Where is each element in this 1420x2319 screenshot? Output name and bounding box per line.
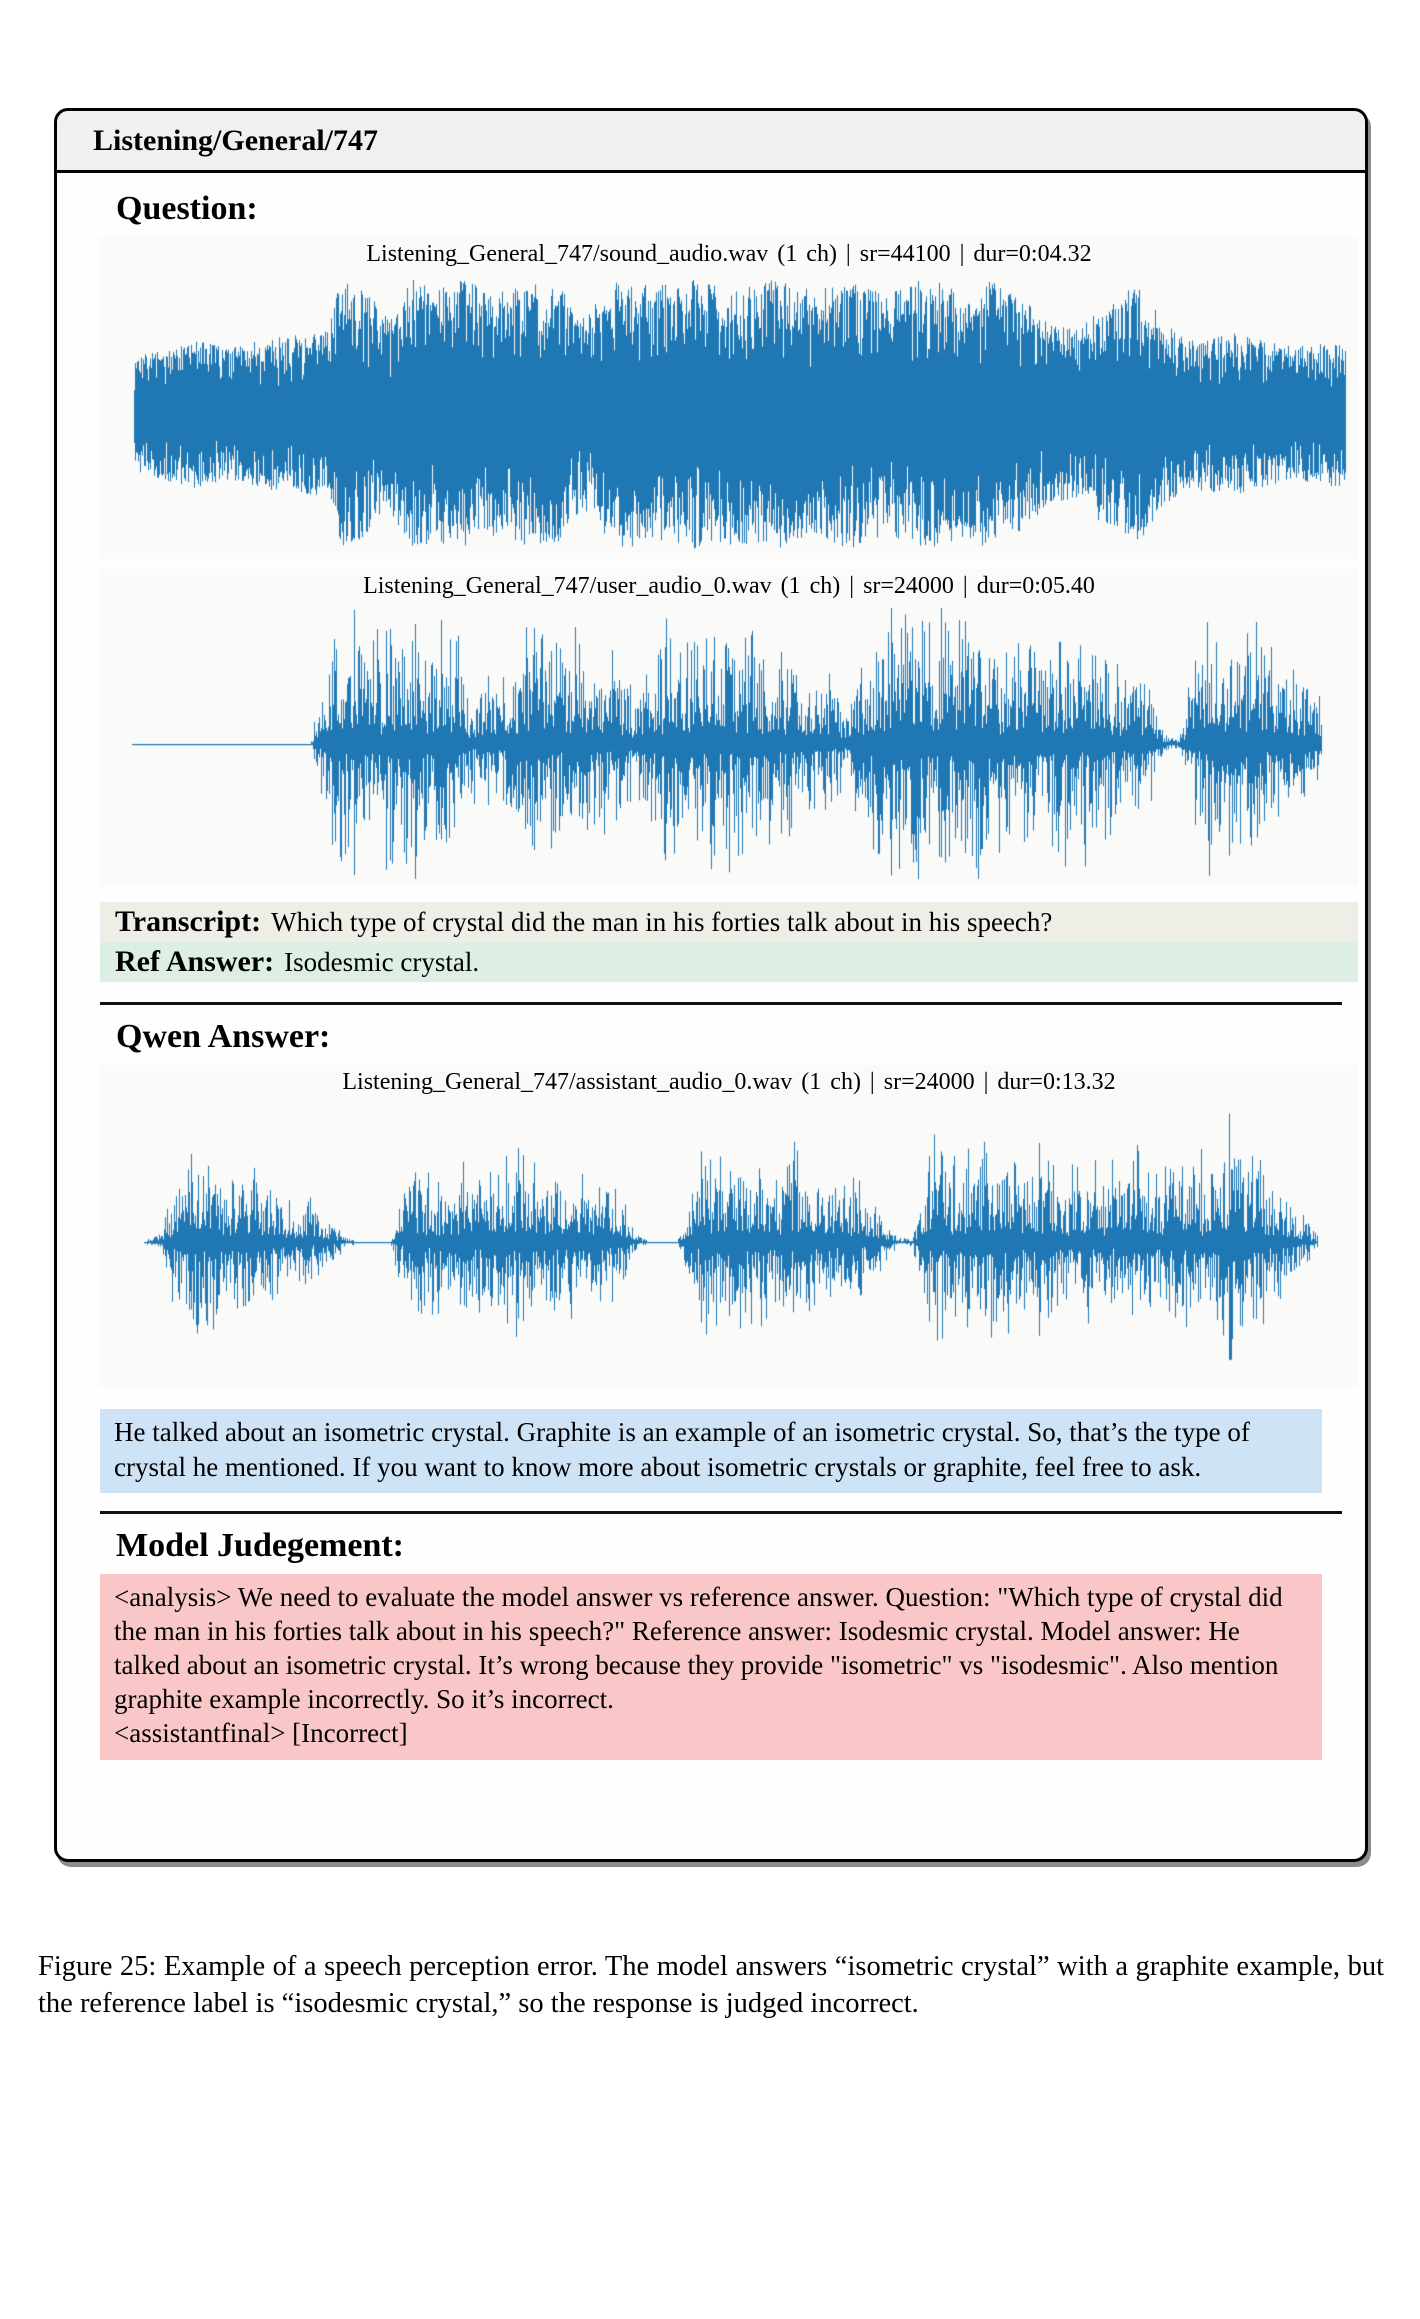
qwen-answer-heading: Qwen Answer: — [116, 1018, 331, 1056]
figure-caption: Figure 25: Example of a speech perceptio… — [38, 1951, 1384, 2019]
separator-line — [100, 1511, 1342, 1515]
judgement-analysis-text: <analysis> We need to evaluate the model… — [114, 1582, 1283, 1715]
user-audio-caption: Listening_General_747/user_audio_0.wav (… — [363, 573, 1095, 600]
assistant-audio-figure: Listening_General_747/assistant_audio_0.… — [100, 1065, 1358, 1388]
sound-audio-figure: Listening_General_747/sound_audio.wav (1… — [100, 237, 1358, 560]
separator-line — [100, 1002, 1342, 1006]
panel-body: Question: Listening_General_747/sound_au… — [57, 173, 1365, 1761]
ref-answer-row: Ref Answer: Isodesmic crystal. — [100, 942, 1358, 983]
assistant-audio-waveform-plot — [100, 1097, 1358, 1388]
assistant-audio-caption: Listening_General_747/assistant_audio_0.… — [342, 1069, 1116, 1096]
qwen-answer-text: He talked about an isometric crystal. Gr… — [100, 1409, 1322, 1494]
ref-answer-text: Isodesmic crystal. — [284, 947, 480, 978]
transcript-label: Transcript: — [115, 905, 262, 939]
question-heading: Question: — [116, 190, 258, 227]
model-judgement-block: <analysis> We need to evaluate the model… — [100, 1574, 1322, 1761]
judgement-final-text: <assistantfinal> [Incorrect] — [114, 1718, 408, 1749]
sound-audio-caption: Listening_General_747/sound_audio.wav (1… — [366, 241, 1092, 268]
panel-header: Listening/General/747 — [57, 111, 1365, 173]
user-audio-waveform-plot — [100, 601, 1358, 887]
transcript-row: Transcript: Which type of crystal did the… — [100, 902, 1358, 943]
model-judgement-heading: Model Judegement: — [116, 1527, 405, 1565]
user-audio-figure: Listening_General_747/user_audio_0.wav (… — [100, 569, 1358, 887]
example-panel: Listening/General/747 Question: Listenin… — [54, 108, 1368, 1862]
ref-answer-label: Ref Answer: — [115, 945, 275, 979]
transcript-text: Which type of crystal did the man in his… — [271, 907, 1053, 938]
sound-audio-waveform-plot — [100, 269, 1358, 560]
panel-title: Listening/General/747 — [93, 124, 378, 157]
